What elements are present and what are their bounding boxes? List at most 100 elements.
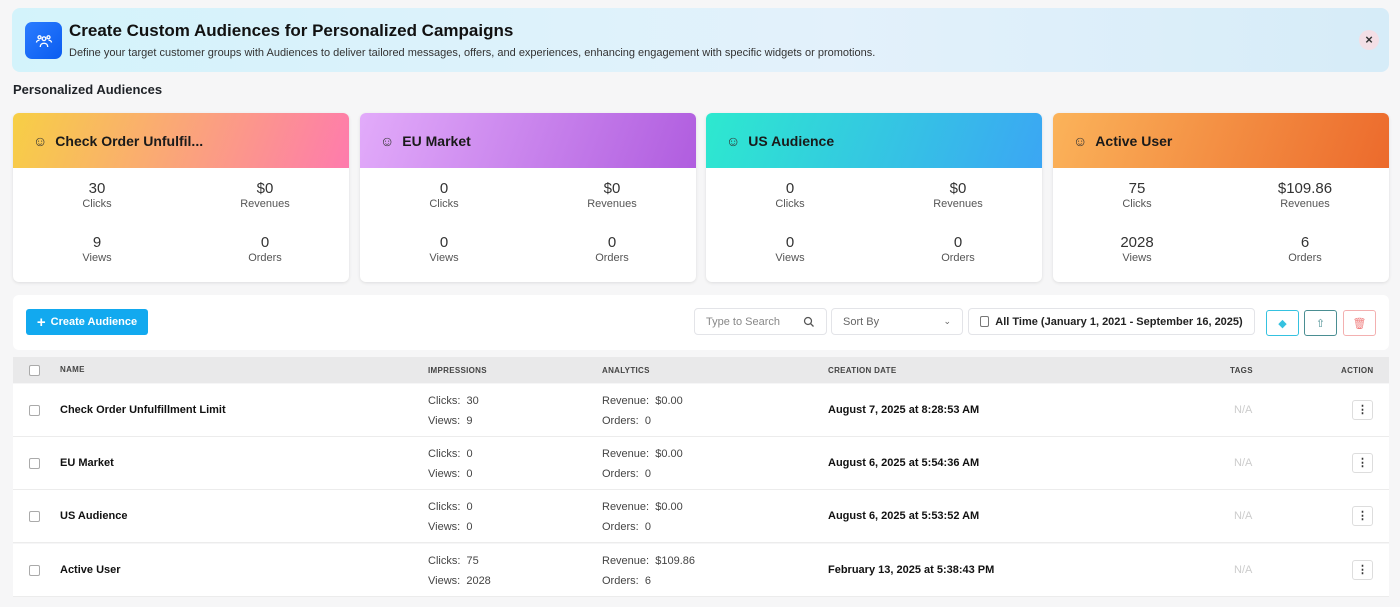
audience-card[interactable]: ☺ Check Order Unfulfil... 30 Clicks $0 Reven…: [13, 113, 349, 282]
card-title: Active User: [1095, 132, 1173, 149]
audience-icon: [25, 22, 62, 59]
views-label: Views:: [428, 521, 461, 533]
stat-orders: 0 Orders: [181, 234, 349, 282]
search-input[interactable]: Type to Search: [694, 308, 827, 335]
revenue-value: $0.00: [655, 395, 683, 407]
audience-name[interactable]: EU Market: [60, 457, 114, 469]
stat-value: 0: [953, 234, 963, 251]
more-actions-button[interactable]: ⋮: [1352, 400, 1373, 420]
more-actions-button[interactable]: ⋮: [1352, 453, 1373, 473]
more-actions-button[interactable]: ⋮: [1352, 506, 1373, 526]
stat-revenues: $109.86 Revenues: [1221, 180, 1389, 234]
creation-date: August 7, 2025 at 8:28:53 AM: [828, 404, 980, 416]
revenue-label: Revenue:: [602, 555, 650, 567]
audience-name[interactable]: US Audience: [60, 510, 128, 522]
tags: N/A: [1234, 404, 1253, 416]
orders-value: 0: [644, 468, 651, 480]
more-actions-button[interactable]: ⋮: [1352, 560, 1373, 580]
row-checkbox[interactable]: [29, 458, 40, 469]
section-title: Personalized Audiences: [13, 82, 163, 97]
audience-name[interactable]: Check Order Unfulfillment Limit: [60, 404, 226, 416]
orders-value: 0: [644, 521, 651, 533]
sort-label: Sort By: [843, 315, 880, 328]
stat-label: Orders: [248, 252, 282, 264]
stat-value: 6: [1300, 234, 1310, 251]
table-row[interactable]: Active User Clicks: 75 Views: 2028 Reven…: [13, 544, 1389, 597]
stat-label: Clicks: [429, 198, 459, 210]
tags: N/A: [1234, 510, 1253, 522]
orders-label: Orders:: [602, 415, 639, 427]
audience-card[interactable]: ☺ EU Market 0 Clicks $0 Revenues 0 Views 0 Order…: [360, 113, 696, 282]
tags: N/A: [1234, 564, 1253, 576]
header-impressions: IMPRESSIONS: [428, 366, 487, 375]
stat-label: Views: [82, 252, 112, 264]
stat-value: 0: [260, 234, 270, 251]
banner-title: Create Custom Audiences for Personalized…: [69, 21, 514, 40]
card-title: US Audience: [748, 132, 835, 149]
stat-views: 2028 Views: [1053, 234, 1221, 282]
date-range-picker[interactable]: All Time (January 1, 2021 - September 16…: [968, 308, 1255, 335]
create-audience-button[interactable]: + Create Audience: [26, 309, 148, 335]
views-label: Views:: [428, 468, 461, 480]
delete-button[interactable]: 🗑: [1343, 310, 1376, 336]
plus-icon: +: [36, 313, 46, 331]
orders-value: 6: [644, 575, 651, 587]
stat-views: 9 Views: [13, 234, 181, 282]
clicks-value: 30: [466, 395, 479, 407]
views-value: 2028: [466, 575, 491, 587]
orders-label: Orders:: [602, 521, 639, 533]
stat-value: 75: [1128, 180, 1146, 197]
agent-icon: ☺: [726, 132, 741, 149]
stat-value: 2028: [1120, 234, 1154, 251]
creation-date: August 6, 2025 at 5:53:52 AM: [828, 510, 980, 522]
row-checkbox[interactable]: [29, 511, 40, 522]
orders-value: 0: [644, 415, 651, 427]
clicks-value: 0: [466, 448, 473, 460]
clicks-label: Clicks:: [428, 501, 461, 513]
card-title: Check Order Unfulfil...: [55, 132, 204, 149]
stat-revenues: $0 Revenues: [528, 180, 696, 234]
views-label: Views:: [428, 575, 461, 587]
stat-views: 0 Views: [360, 234, 528, 282]
stat-label: Revenues: [587, 198, 637, 210]
stat-value: 0: [785, 234, 795, 251]
tag-button[interactable]: ◆: [1266, 310, 1299, 336]
tags: N/A: [1234, 457, 1253, 469]
chevron-down-icon: ⌄: [943, 316, 951, 326]
stat-label: Views: [429, 252, 459, 264]
stat-clicks: 0 Clicks: [360, 180, 528, 234]
stat-label: Revenues: [1280, 198, 1330, 210]
table-row[interactable]: EU Market Clicks: 0 Views: 0 Revenue: $0…: [13, 437, 1389, 490]
header-tags: TAGS: [1230, 366, 1253, 375]
users-icon: ☺: [1073, 132, 1088, 149]
select-all-checkbox[interactable]: [29, 365, 40, 376]
header-name: NAME: [60, 365, 85, 374]
upload-button[interactable]: ⇧: [1304, 310, 1337, 336]
table-row[interactable]: US Audience Clicks: 0 Views: 0 Revenue: …: [13, 490, 1389, 543]
table-row[interactable]: Check Order Unfulfillment Limit Clicks: …: [13, 384, 1389, 437]
sort-select[interactable]: Sort By ⌄: [831, 308, 963, 335]
creation-date: August 6, 2025 at 5:54:36 AM: [828, 457, 980, 469]
table-header: NAME IMPRESSIONS ANALYTICS CREATION DATE…: [13, 357, 1389, 383]
stat-value: $0: [603, 180, 621, 197]
card-title: EU Market: [402, 132, 471, 149]
stat-label: Orders: [1288, 252, 1322, 264]
stat-label: Views: [1122, 252, 1152, 264]
stat-label: Revenues: [933, 198, 983, 210]
stat-value: $109.86: [1277, 180, 1333, 197]
row-checkbox[interactable]: [29, 565, 40, 576]
stat-value: 0: [607, 234, 617, 251]
audience-name[interactable]: Active User: [60, 564, 121, 576]
stat-revenues: $0 Revenues: [874, 180, 1042, 234]
stat-revenues: $0 Revenues: [181, 180, 349, 234]
user-icon: ☺: [380, 132, 395, 149]
stat-value: 0: [439, 234, 449, 251]
cart-icon: ☺: [33, 132, 48, 149]
close-button[interactable]: ×: [1359, 30, 1379, 50]
row-checkbox[interactable]: [29, 405, 40, 416]
clicks-value: 0: [466, 501, 473, 513]
info-banner: Create Custom Audiences for Personalized…: [12, 8, 1389, 72]
audience-card[interactable]: ☺ Active User 75 Clicks $109.86 Revenues 2028…: [1053, 113, 1389, 282]
audience-card[interactable]: ☺ US Audience 0 Clicks $0 Revenues 0 Views 0 Ord…: [706, 113, 1042, 282]
views-value: 9: [466, 415, 473, 427]
